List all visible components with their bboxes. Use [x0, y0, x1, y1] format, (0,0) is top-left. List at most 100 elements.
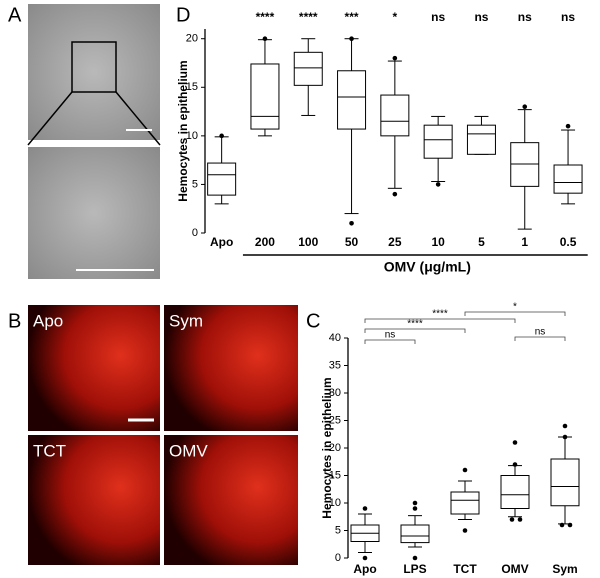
panel-label: C	[306, 310, 320, 332]
outlier	[219, 133, 224, 139]
x-tick-label: 25	[388, 235, 402, 249]
box	[500, 475, 530, 509]
x-tick-label: OMV	[501, 562, 528, 576]
significance-label: ****	[407, 319, 423, 330]
y-axis-label: Hemocytes in epithelium	[320, 377, 334, 518]
outlier	[392, 191, 398, 197]
outlier	[512, 462, 518, 467]
x-tick-label: 1	[521, 235, 528, 249]
significance-label: ****	[299, 10, 318, 24]
comparison-bracket	[464, 311, 566, 316]
y-tick-label: 15	[329, 469, 341, 481]
outlier	[435, 182, 441, 187]
outlier	[512, 440, 518, 445]
box	[337, 70, 367, 130]
outlier	[509, 517, 515, 522]
significance-label: ns	[474, 10, 488, 24]
box	[250, 63, 280, 130]
y-tick-label: 15	[186, 81, 198, 93]
box	[423, 124, 453, 159]
zoom-line	[27, 91, 73, 146]
outlier	[562, 423, 568, 429]
outlier	[517, 517, 523, 522]
fluorescence-image	[28, 305, 160, 431]
significance-label: ns	[518, 10, 532, 24]
box	[466, 124, 496, 155]
outlier	[462, 528, 468, 533]
significance-label: ns	[385, 330, 396, 341]
significance-label: ****	[256, 10, 275, 24]
box	[550, 458, 580, 507]
x-tick-label: Sym	[552, 562, 577, 576]
outlier	[562, 434, 568, 440]
outlier	[565, 123, 571, 129]
micrograph	[28, 4, 160, 140]
comparison-bracket	[364, 328, 466, 333]
outlier	[362, 506, 368, 511]
x-tick-label: 5	[478, 235, 485, 249]
x-tick-label: 0.5	[560, 235, 577, 249]
outlier	[362, 555, 368, 561]
box	[553, 164, 583, 194]
y-axis-label: Hemocytes in epithelium	[176, 60, 190, 201]
image-label: OMV	[169, 441, 208, 460]
x-tick-label: Apo	[353, 562, 376, 576]
y-tick-label: 40	[329, 332, 341, 344]
outlier	[567, 522, 573, 528]
outlier	[412, 500, 418, 506]
comparison-bracket	[364, 318, 516, 323]
outlier	[462, 467, 468, 473]
x-tick-label: 50	[345, 235, 359, 249]
y-tick-label: 10	[186, 130, 198, 142]
comparison-bracket	[514, 336, 566, 341]
y-tick-label: 35	[329, 359, 341, 371]
image-label: Sym	[169, 311, 203, 330]
outlier	[412, 555, 418, 561]
box	[380, 94, 410, 137]
y-tick-label: 5	[192, 178, 198, 190]
box	[293, 51, 323, 86]
x-axis-label: OMV (μg/mL)	[384, 259, 471, 275]
fluorescence-image	[164, 435, 298, 565]
outlier	[392, 55, 398, 61]
y-tick-label: 20	[329, 442, 341, 454]
outlier	[559, 522, 565, 528]
x-tick-label: TCT	[453, 562, 477, 576]
significance-label: *	[393, 10, 398, 24]
box	[207, 162, 237, 196]
fluorescence-image	[164, 305, 298, 431]
image-label: TCT	[33, 441, 66, 460]
outlier	[349, 220, 354, 226]
y-tick-label: 0	[192, 227, 198, 239]
panel-label: A	[8, 4, 22, 26]
outlier	[262, 36, 268, 42]
y-tick-label: 20	[186, 33, 198, 45]
significance-label: ns	[431, 10, 445, 24]
x-tick-label: 200	[255, 235, 275, 249]
y-tick-label: 10	[329, 497, 341, 509]
comparison-bracket	[364, 339, 416, 344]
image-label: Apo	[33, 311, 63, 330]
fluorescence-image	[28, 435, 160, 565]
box	[450, 491, 480, 515]
x-tick-label: Apo	[210, 235, 233, 249]
significance-label: ***	[345, 10, 359, 24]
outlier	[412, 506, 418, 511]
y-tick-label: 30	[329, 387, 341, 399]
y-tick-label: 25	[329, 414, 341, 426]
y-tick-label: 5	[335, 524, 341, 536]
outlier	[349, 36, 354, 42]
significance-label: *	[513, 302, 517, 313]
significance-label: ns	[535, 327, 546, 338]
significance-label: ****	[432, 309, 448, 320]
panel-label: D	[176, 4, 190, 26]
x-tick-label: LPS	[403, 562, 426, 576]
micrograph	[28, 147, 160, 279]
x-tick-label: 10	[431, 235, 445, 249]
box	[400, 524, 430, 544]
panel-label: B	[8, 310, 21, 332]
significance-label: ns	[561, 10, 575, 24]
zoom-box	[71, 41, 117, 93]
x-tick-label: 100	[298, 235, 318, 249]
